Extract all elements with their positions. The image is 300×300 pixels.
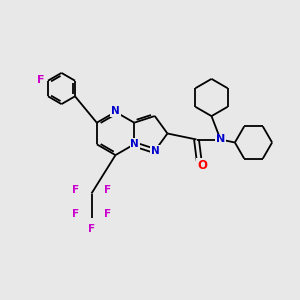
Text: F: F (37, 75, 44, 85)
Text: N: N (151, 146, 160, 156)
Text: F: F (103, 185, 111, 195)
Text: N: N (111, 106, 120, 116)
Text: F: F (88, 224, 95, 234)
Text: O: O (197, 159, 207, 172)
Text: F: F (72, 209, 80, 219)
Text: F: F (72, 185, 80, 195)
Text: N: N (130, 139, 139, 149)
Text: F: F (103, 209, 111, 219)
Text: N: N (216, 134, 225, 145)
